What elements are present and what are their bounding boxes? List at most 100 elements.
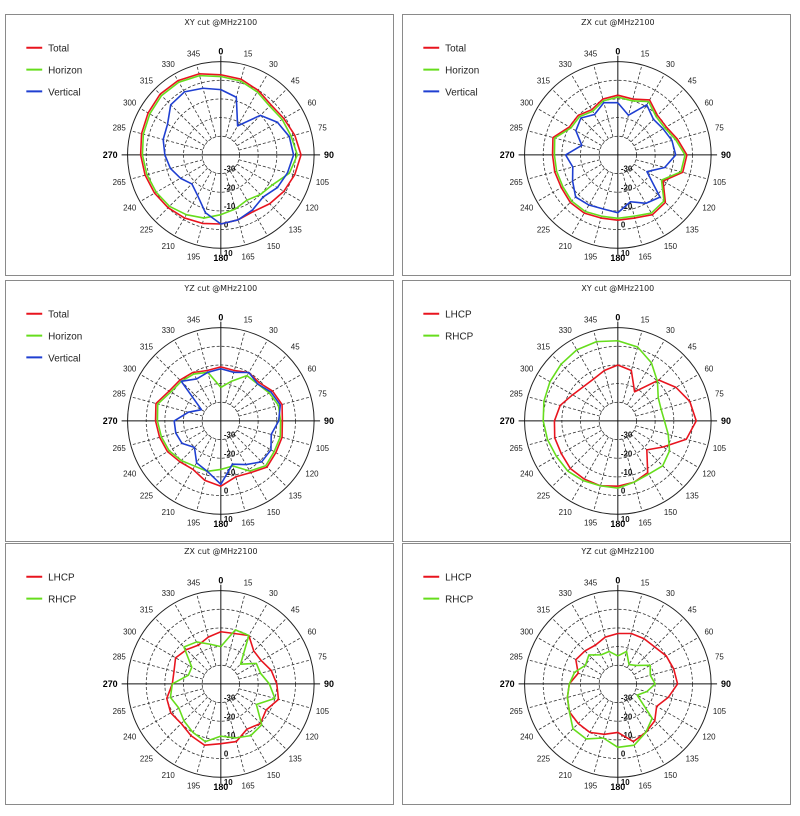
legend-label-rhcp: RHCP <box>48 595 76 606</box>
grid-spoke <box>626 602 665 668</box>
angle-label: 135 <box>686 754 700 763</box>
grid-spoke <box>527 688 600 709</box>
angle-label: 75 <box>715 653 724 662</box>
angle-label: 210 <box>559 242 573 251</box>
angle-label: 75 <box>318 124 327 133</box>
grid-spoke <box>196 64 217 138</box>
grid-spoke <box>238 659 312 680</box>
grid-spoke <box>635 688 709 709</box>
grid-spoke <box>139 429 205 468</box>
angle-label: 270 <box>103 416 118 426</box>
angle-label: 45 <box>688 606 697 615</box>
grid-spoke <box>630 617 685 672</box>
angle-label: 270 <box>500 150 515 160</box>
grid-spoke <box>236 163 302 202</box>
grid-spoke <box>635 425 709 446</box>
angle-label: 240 <box>520 203 534 212</box>
angle-label: 45 <box>688 343 697 352</box>
angle-label: 180 <box>213 519 228 529</box>
legend-label-vertical: Vertical <box>48 353 81 364</box>
grid-spoke <box>130 425 203 446</box>
grid-spoke <box>196 438 217 512</box>
series-line-horizon <box>141 74 299 219</box>
angle-label: 265 <box>113 707 127 716</box>
radial-label: -20 <box>621 183 633 192</box>
grid-spoke <box>630 696 685 751</box>
angle-label: 265 <box>510 178 524 187</box>
angle-label: 15 <box>641 315 650 324</box>
grid-spoke <box>527 425 600 446</box>
grid-spoke <box>633 429 699 468</box>
angle-label: 105 <box>316 444 330 453</box>
grid-spoke <box>139 163 205 202</box>
angle-label: 345 <box>187 49 201 58</box>
angle-label: 15 <box>244 315 253 324</box>
chart-panel-zx: 0 15 30 45 60 75 90 105 120 135 150 165 180 195 210 225… <box>402 14 791 276</box>
angle-label: 300 <box>123 364 137 373</box>
chart-title: XY cut @MHz2100 <box>581 284 654 293</box>
polar-grid: 0 15 30 45 60 75 90 105 120 135 150 165 180 195 210 225… <box>103 47 334 263</box>
angle-label: 60 <box>308 98 317 107</box>
radial-label: 0 <box>621 750 626 759</box>
legend-label-total: Total <box>445 44 466 55</box>
polar-grid: 0 15 30 45 60 75 90 105 120 135 150 165 180 195 210 225… <box>103 313 334 529</box>
legend-label-rhcp: RHCP <box>445 595 473 606</box>
grid-spoke <box>633 373 699 412</box>
grid-spoke <box>536 429 602 468</box>
radial-label: -10 <box>621 731 633 740</box>
angle-label: 330 <box>162 60 176 69</box>
angle-label: 105 <box>713 444 727 453</box>
angle-label: 285 <box>510 124 524 133</box>
angle-label: 75 <box>715 390 724 399</box>
angle-label: 300 <box>123 627 137 636</box>
grid-spoke <box>630 433 685 488</box>
radial-label: 0 <box>621 487 626 496</box>
grid-spoke <box>196 701 217 775</box>
angle-label: 330 <box>162 326 176 335</box>
legend-label-lhcp: LHCP <box>48 573 75 584</box>
grid-spoke <box>154 88 208 143</box>
angle-label: 135 <box>686 491 700 500</box>
radial-label: -10 <box>224 202 236 211</box>
grid-spoke <box>633 163 699 202</box>
angle-label: 120 <box>305 203 319 212</box>
angle-label: 15 <box>641 578 650 587</box>
angle-label: 240 <box>520 732 534 741</box>
grid-spoke <box>236 636 302 675</box>
angle-label: 285 <box>510 390 524 399</box>
grid-spoke <box>527 159 600 180</box>
chart-title: ZX cut @MHz2100 <box>184 547 257 556</box>
angle-label: 0 <box>615 576 620 586</box>
angle-label: 135 <box>686 225 700 234</box>
grid-spoke <box>622 593 643 667</box>
grid-spoke <box>173 602 212 668</box>
radial-label: 10 <box>224 515 233 524</box>
angle-label: 60 <box>705 98 714 107</box>
angle-label: 30 <box>666 60 675 69</box>
angle-label: 0 <box>218 47 223 57</box>
legend-label-vertical: Vertical <box>48 87 81 98</box>
angle-label: 180 <box>213 253 228 263</box>
polar-chart-zx-cp: 0 15 30 45 60 75 90 105 120 135 150 165 180 195 210 225… <box>26 547 334 792</box>
grid-spoke <box>527 396 600 417</box>
angle-label: 315 <box>140 77 154 86</box>
grid-spoke <box>536 373 602 412</box>
angle-label: 165 <box>638 519 652 528</box>
angle-label: 30 <box>666 326 675 335</box>
angle-label: 265 <box>510 444 524 453</box>
grid-spoke <box>229 73 268 139</box>
chart-panel-yz-cp: 0 15 30 45 60 75 90 105 120 135 150 165 180 195 210 225… <box>402 543 791 805</box>
angle-label: 60 <box>705 627 714 636</box>
grid-spoke <box>225 438 246 512</box>
legend-label-horizon: Horizon <box>48 66 82 77</box>
angle-label: 90 <box>721 150 731 160</box>
angle-label: 135 <box>289 491 303 500</box>
angle-label: 165 <box>241 519 255 528</box>
angle-label: 195 <box>584 253 598 262</box>
legend-label-horizon: Horizon <box>445 66 479 77</box>
angle-label: 105 <box>713 178 727 187</box>
grid-spoke <box>238 396 312 417</box>
angle-label: 150 <box>267 242 281 251</box>
polar-chart-zx: 0 15 30 45 60 75 90 105 120 135 150 165 180 195 210 225… <box>423 18 731 263</box>
series-line-total <box>551 94 688 222</box>
